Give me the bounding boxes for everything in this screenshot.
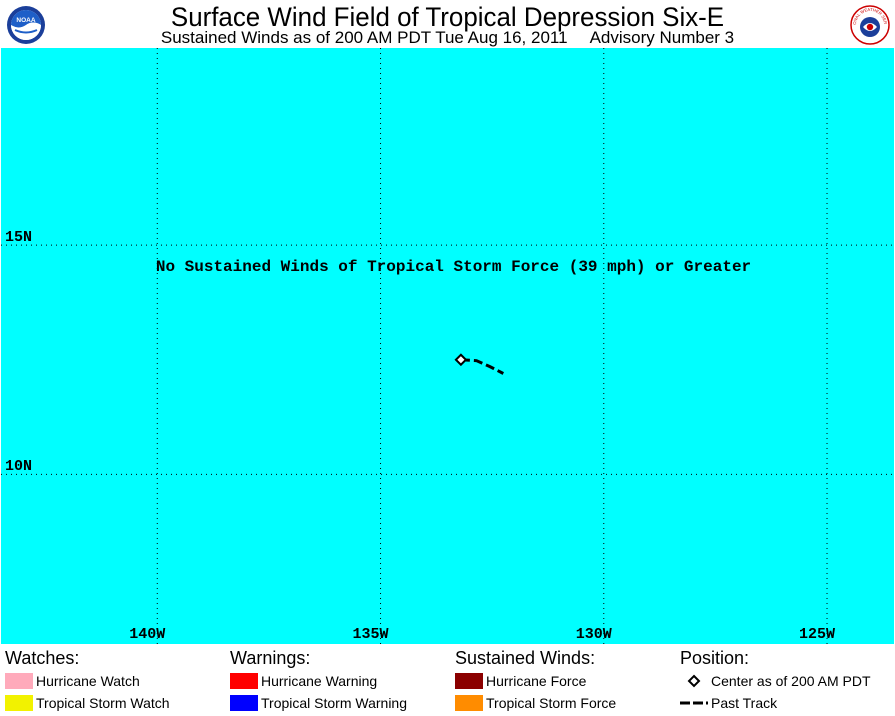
past-track-icon (680, 701, 708, 705)
tropical-storm-warning-swatch (230, 695, 258, 711)
map-subtitle: Sustained Winds as of 200 AM PDT Tue Aug… (0, 28, 895, 48)
legend-label: Hurricane Watch (36, 673, 140, 689)
legend-item-hurricane-force: Hurricane Force (455, 670, 595, 692)
legend-item-tropical-storm-warning: Tropical Storm Warning (230, 692, 407, 714)
legend-label: Tropical Storm Force (486, 695, 617, 711)
legend-item-past-track: Past Track (680, 692, 777, 714)
legend-item-hurricane-warning: Hurricane Warning (230, 670, 377, 692)
center-diamond-icon (687, 674, 701, 688)
hurricane-watch-swatch (5, 673, 33, 689)
advisory-number-text: Advisory Number 3 (589, 28, 735, 47)
noaa-logo: NOAA (7, 6, 45, 44)
hurricane-warning-swatch (230, 673, 258, 689)
legend-position: Position: Center as of 200 AM PDT Past T… (680, 646, 871, 714)
lat-label: 15N (5, 229, 33, 247)
legend-heading-warnings: Warnings: (230, 648, 311, 668)
nws-logo: NATIONAL WEATHER SERVICE (850, 5, 890, 45)
legend-label: Past Track (711, 695, 778, 711)
storm-center-icon (454, 353, 468, 367)
legend-heading-watches: Watches: (5, 648, 80, 668)
legend-item-tropical-storm-force: Tropical Storm Force (455, 692, 616, 714)
map-title: Surface Wind Field of Tropical Depressio… (170, 2, 725, 32)
hurricane-force-swatch (455, 673, 483, 689)
legend-heading-winds: Sustained Winds: (455, 648, 596, 668)
legend-label: Center as of 200 AM PDT (711, 673, 871, 689)
legend: Watches: Hurricane Watch Tropical Storm … (0, 646, 895, 716)
lon-label: 140W (129, 626, 166, 643)
lon-label: 125W (799, 626, 836, 643)
legend-label: Hurricane Warning (261, 673, 378, 689)
lat-label: 10N (5, 458, 33, 476)
legend-watches: Watches: Hurricane Watch Tropical Storm … (5, 646, 170, 714)
legend-item-hurricane-watch: Hurricane Watch (5, 670, 140, 692)
lon-label: 135W (352, 626, 389, 643)
map-area: No Sustained Winds of Tropical Storm For… (1, 48, 894, 644)
lon-label: 130W (575, 626, 612, 643)
legend-heading-position: Position: (680, 648, 750, 668)
tropical-storm-watch-swatch (5, 695, 33, 711)
legend-label: Tropical Storm Warning (261, 695, 408, 711)
map-grid (1, 48, 894, 644)
past-track-line (460, 358, 504, 375)
legend-label: Hurricane Force (486, 673, 587, 689)
no-winds-message: No Sustained Winds of Tropical Storm For… (155, 258, 752, 276)
legend-item-tropical-storm-watch: Tropical Storm Watch (5, 692, 170, 714)
valid-time-text: Sustained Winds as of 200 AM PDT Tue Aug… (160, 28, 568, 47)
legend-item-center: Center as of 200 AM PDT (680, 670, 871, 692)
legend-label: Tropical Storm Watch (36, 695, 170, 711)
legend-sustained-winds: Sustained Winds: Hurricane Force Tropica… (455, 646, 616, 714)
legend-warnings: Warnings: Hurricane Warning Tropical Sto… (230, 646, 407, 714)
noaa-logo-text: NOAA (16, 17, 35, 24)
tropical-storm-force-swatch (455, 695, 483, 711)
